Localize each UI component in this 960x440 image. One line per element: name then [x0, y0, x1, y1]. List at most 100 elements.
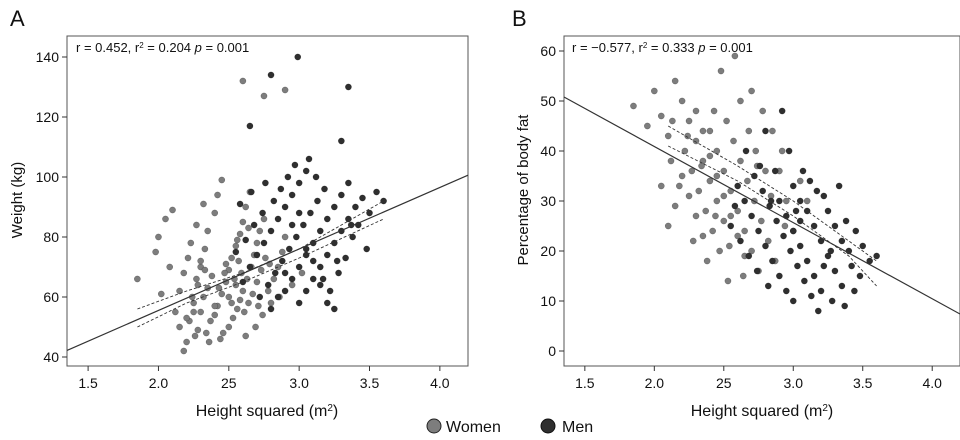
- data-point-men: [316, 263, 324, 271]
- data-point-women: [239, 218, 247, 226]
- data-point-women: [205, 338, 213, 346]
- data-point-men: [841, 302, 849, 310]
- data-point-women: [152, 248, 159, 256]
- data-point-women: [739, 272, 747, 280]
- data-point-women: [741, 227, 748, 235]
- data-point-men: [302, 167, 310, 175]
- data-point-men: [785, 147, 793, 155]
- data-point-women: [684, 132, 692, 140]
- data-point-men: [338, 191, 345, 199]
- data-point-men: [727, 222, 735, 230]
- data-point-men: [285, 245, 293, 253]
- data-point-women: [190, 308, 197, 316]
- data-point-men: [753, 267, 761, 275]
- data-point-women: [650, 87, 658, 95]
- data-point-men: [294, 53, 302, 61]
- data-point-women: [669, 117, 676, 125]
- data-point-men: [295, 263, 303, 271]
- data-point-women: [664, 222, 672, 230]
- data-point-men: [312, 173, 320, 181]
- data-point-men: [338, 137, 345, 145]
- data-point-women: [288, 281, 296, 289]
- data-point-women: [245, 299, 252, 307]
- y-axis-label-b: Percentage of body fat: [515, 114, 532, 266]
- data-point-men: [267, 227, 275, 235]
- data-point-women: [274, 263, 282, 271]
- data-point-men: [810, 222, 818, 230]
- data-point-women: [731, 52, 739, 60]
- data-point-men: [828, 297, 836, 305]
- data-point-men: [789, 297, 797, 305]
- data-point-women: [692, 107, 700, 115]
- data-point-women: [162, 215, 169, 223]
- data-point-women: [245, 224, 252, 232]
- data-point-women: [678, 97, 686, 105]
- data-point-men: [281, 269, 289, 277]
- x-tick-label: 3.0: [289, 375, 309, 391]
- data-point-women: [702, 207, 710, 215]
- data-point-women: [703, 257, 711, 265]
- data-point-women: [734, 207, 742, 215]
- data-point-men: [842, 217, 850, 225]
- data-point-women: [232, 242, 240, 250]
- data-point-women: [270, 275, 278, 283]
- data-point-women: [202, 329, 210, 337]
- data-point-men: [314, 197, 321, 205]
- data-point-men: [755, 227, 762, 235]
- data-point-men: [771, 167, 779, 175]
- y-tick-label: 20: [540, 243, 556, 259]
- data-point-women: [692, 137, 700, 145]
- data-point-women: [215, 284, 223, 292]
- data-point-men: [776, 197, 783, 205]
- data-point-women: [218, 290, 226, 298]
- y-tick-label: 50: [540, 93, 556, 109]
- panel-label-b: B: [512, 6, 527, 31]
- data-point-men: [773, 217, 780, 225]
- data-point-men: [236, 200, 244, 208]
- data-point-men: [851, 287, 858, 295]
- data-point-men: [281, 287, 289, 295]
- confidence-band-lower: [667, 145, 877, 287]
- data-point-men: [787, 247, 794, 255]
- data-point-men: [321, 185, 328, 193]
- data-point-women: [211, 311, 219, 319]
- data-point-women: [180, 269, 188, 277]
- data-point-women: [710, 107, 718, 115]
- confidence-band-upper: [137, 200, 384, 310]
- data-point-men: [742, 147, 750, 155]
- data-point-men: [323, 215, 331, 223]
- data-point-men: [274, 215, 282, 223]
- data-point-men: [799, 167, 807, 175]
- panel-label-a: A: [10, 6, 25, 31]
- data-point-women: [720, 167, 728, 175]
- data-point-men: [302, 251, 310, 259]
- data-point-men: [349, 233, 356, 241]
- data-point-women: [217, 335, 224, 343]
- data-point-women: [204, 227, 212, 235]
- data-point-women: [208, 272, 216, 280]
- data-point-men: [316, 281, 324, 289]
- data-point-men: [838, 282, 846, 290]
- data-point-women: [706, 127, 714, 135]
- data-point-women: [664, 132, 672, 140]
- data-point-men: [835, 182, 843, 190]
- data-point-women: [157, 290, 165, 298]
- confidence-band-lower: [137, 218, 384, 328]
- data-point-women: [688, 167, 696, 175]
- data-point-men: [345, 179, 352, 187]
- y-tick-label: 10: [540, 293, 556, 309]
- x-tick-label: 2.0: [149, 375, 169, 391]
- data-point-women: [737, 97, 744, 105]
- data-point-women: [260, 215, 268, 223]
- data-point-women: [725, 242, 733, 250]
- x-tick-label: 25: [221, 375, 237, 391]
- data-point-women: [183, 338, 190, 346]
- stats-annotation-a: r = 0.452, r2 = 0.204 p = 0.001: [76, 40, 249, 55]
- data-point-women: [201, 266, 209, 274]
- data-point-women: [229, 314, 237, 322]
- data-point-women: [657, 182, 665, 190]
- data-point-women: [706, 152, 714, 160]
- data-point-men: [734, 182, 742, 190]
- data-point-women: [225, 323, 233, 331]
- data-point-women: [685, 192, 693, 200]
